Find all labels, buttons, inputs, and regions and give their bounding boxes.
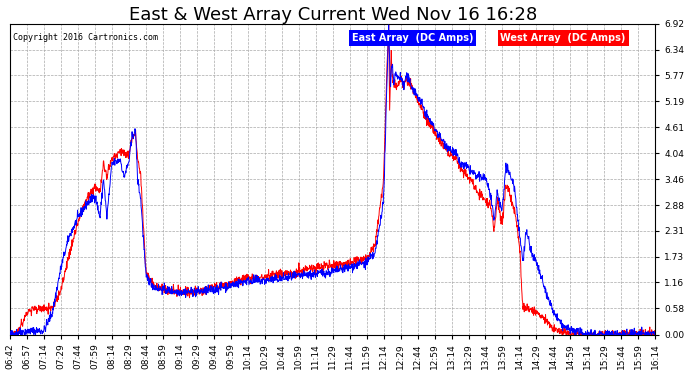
Text: West Array  (DC Amps): West Array (DC Amps) <box>500 33 626 43</box>
Text: East Array  (DC Amps): East Array (DC Amps) <box>352 33 473 43</box>
Text: Copyright 2016 Cartronics.com: Copyright 2016 Cartronics.com <box>13 33 158 42</box>
Title: East & West Array Current Wed Nov 16 16:28: East & West Array Current Wed Nov 16 16:… <box>128 6 537 24</box>
